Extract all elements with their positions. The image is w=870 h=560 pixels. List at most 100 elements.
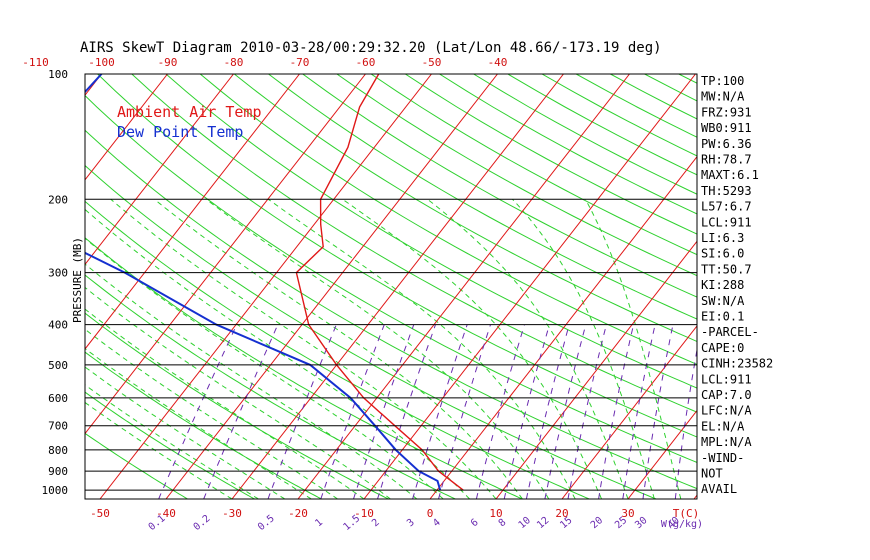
isotherm-line: [826, 74, 870, 499]
stat-item: EL:N/A: [701, 419, 745, 433]
mixing-ratio-line: [203, 324, 279, 499]
dry-adiabat-line: [85, 391, 255, 499]
mixing-ratio-line: [320, 324, 385, 499]
dry-adiabat-line: [165, 74, 697, 389]
isotherm-line: [760, 74, 870, 499]
moist-adiabat-line: [85, 263, 418, 499]
stat-item: LI:6.3: [701, 231, 744, 245]
stat-item: TT:50.7: [701, 262, 752, 276]
pressure-tick-label: 900: [48, 465, 68, 478]
moist-adiabat-line: [110, 198, 497, 499]
mixing-ratio-line: [567, 324, 607, 499]
isobars: [85, 198, 697, 491]
pressure-tick-label: 300: [48, 267, 68, 280]
chart-title: AIRS SkewT Diagram 2010-03-28/00:29:32.2…: [80, 40, 662, 56]
stat-item: -PARCEL-: [701, 325, 759, 339]
isotherm-line: [495, 240, 697, 499]
mixing-ratio-label: 10: [517, 515, 533, 531]
stat-item: EI:0.1: [701, 310, 744, 324]
dry-adiabat-line: [85, 94, 697, 463]
isotherm-line: [297, 74, 630, 499]
dry-adiabat-line: [747, 74, 870, 499]
moist-adiabat-line: [85, 401, 233, 499]
stat-item: PW:6.36: [701, 137, 752, 151]
top-temp-tick-label: -60: [356, 56, 376, 69]
moist-adiabat-line: [512, 198, 655, 499]
dry-adiabat-line: [199, 74, 697, 366]
pressure-tick-label: 200: [48, 193, 68, 206]
dry-adiabat-line: [473, 74, 697, 195]
stat-item: SW:N/A: [701, 294, 745, 308]
bottom-temp-tick-label: -40: [156, 507, 176, 520]
dry-adiabat-line: [85, 129, 697, 490]
stat-item: KI:288: [701, 278, 744, 292]
bottom-temp-tick-label: 30: [621, 507, 634, 520]
moist-adiabat-line: [85, 384, 259, 499]
isotherm-line: [85, 74, 102, 96]
dry-adiabat-line: [233, 74, 697, 343]
mixing-ratio-label: 0.5: [256, 513, 277, 533]
stat-item: FRZ:931: [701, 105, 752, 119]
stat-item: CAPE:0: [701, 341, 744, 355]
dry-adiabat-line: [507, 74, 697, 176]
mixing-ratio-label: 6: [469, 517, 481, 529]
mixing-ratio-line: [622, 324, 656, 499]
top-temp-tick-label: -70: [290, 56, 310, 69]
mixing-ratio-label: 4: [431, 517, 443, 529]
bottom-temp-tick-label: -20: [288, 507, 308, 520]
mixing-ratio-label: 2: [370, 517, 382, 529]
dry-adiabat-line: [97, 74, 697, 438]
mixing-ratio-line: [158, 324, 238, 499]
mixing-ratio-label: 12: [535, 515, 551, 531]
stat-item: LFC:N/A: [701, 404, 752, 418]
isotherm-line: [85, 74, 300, 350]
top-temp-tick-label: -50: [422, 56, 442, 69]
stat-item: TP:100: [701, 74, 744, 88]
stat-item: TH:5293: [701, 184, 752, 198]
moist-adiabats: [85, 198, 682, 499]
pressure-tick-label: 800: [48, 444, 68, 457]
dry-adiabat-line: [405, 74, 697, 235]
pressure-tick-label: 700: [48, 420, 68, 433]
legend-ambient-air-temp: Ambient Air Temp: [117, 103, 262, 121]
isotherm-line: [85, 74, 366, 435]
dry-adiabat-line: [85, 200, 590, 499]
sounding-series: [85, 74, 464, 491]
dry-adiabat-line: [336, 74, 697, 277]
stat-item: WB0:911: [701, 121, 752, 135]
mixing-ratio-label: 3: [405, 517, 417, 529]
stat-item: CAP:7.0: [701, 388, 752, 402]
dry-adiabat-line: [781, 74, 870, 499]
moist-adiabat-line: [85, 328, 338, 499]
dry-adiabat-line: [268, 74, 697, 320]
mixing-ratio-label: 30: [633, 515, 649, 531]
dry-adiabat-line: [302, 74, 697, 298]
mixing-ratio-label: 0.2: [192, 513, 213, 533]
mixing-ratio-line: [475, 324, 525, 499]
isotherm-line: [627, 409, 697, 499]
pressure-tick-label: 1000: [42, 484, 69, 497]
bottom-temp-tick-label: -10: [354, 507, 374, 520]
stat-item: L57:6.7: [701, 200, 752, 214]
axis-tick-labels: 1002003004005006007008009001000-120-110-…: [22, 56, 703, 533]
stat-item: MPL:N/A: [701, 435, 752, 449]
mixing-ratio-line: [438, 324, 491, 499]
moist-adiabat-line: [205, 198, 550, 499]
moist-adiabat-line: [342, 198, 603, 499]
moist-adiabat-line: [584, 199, 682, 499]
stat-item: AVAIL: [701, 482, 737, 496]
moist-adiabat-line: [85, 347, 312, 499]
isotherm-line: [429, 155, 697, 499]
moist-adiabat-line: [85, 366, 286, 499]
pressure-tick-label: 500: [48, 359, 68, 372]
stat-item: -WIND-: [701, 451, 744, 465]
stat-item: CINH:23582: [701, 357, 773, 371]
mixing-ratio-line: [544, 324, 587, 499]
mixing-ratio-label: 20: [589, 515, 605, 531]
mixing-ratio-line: [525, 324, 570, 499]
dry-adiabat-line: [85, 164, 657, 499]
pressure-tick-label: 600: [48, 392, 68, 405]
moist-adiabat-line: [268, 198, 576, 499]
